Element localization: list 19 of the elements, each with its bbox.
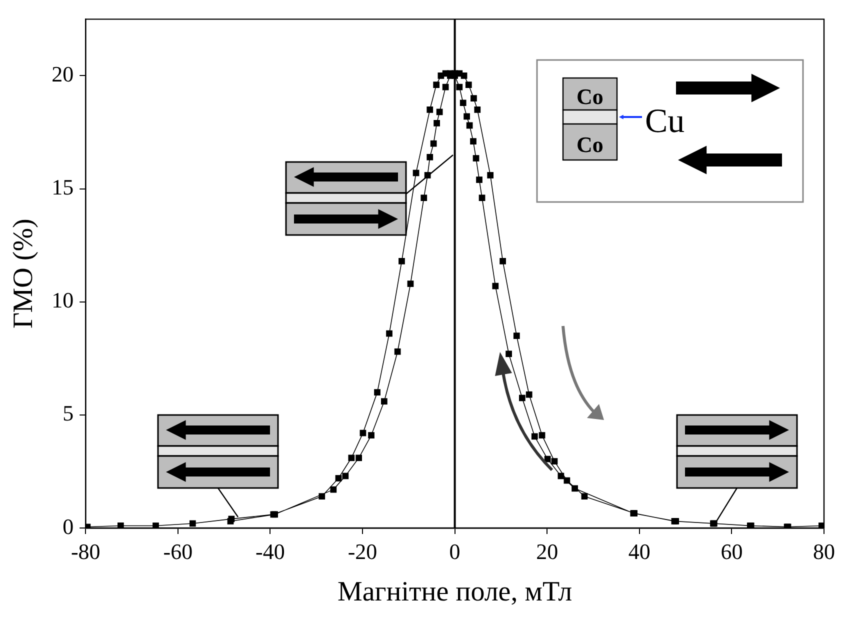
annotation: Co xyxy=(576,132,604,157)
x-axis-title: Магнітне поле, мТл xyxy=(337,576,572,608)
x-tick-label: -40 xyxy=(256,538,285,564)
x-tick-label: 20 xyxy=(536,538,558,564)
x-tick-label: 60 xyxy=(720,538,743,564)
y-tick-label: 10 xyxy=(52,288,74,313)
y-tick-label: 20 xyxy=(52,62,74,87)
y-tick-label: 15 xyxy=(52,174,74,200)
x-tick-label: 40 xyxy=(628,538,650,564)
x-tick-label: 80 xyxy=(813,538,835,564)
x-tick-label: 0 xyxy=(449,538,460,564)
x-tick-label: -60 xyxy=(163,538,193,564)
x-tick-label: -20 xyxy=(348,538,378,564)
annotation: Cu xyxy=(645,103,685,140)
y-axis-title: ГМО (%) xyxy=(8,218,40,329)
y-tick-label: 5 xyxy=(62,400,74,426)
y-tick-label: 0 xyxy=(62,514,74,539)
x-tick-label: -80 xyxy=(70,538,100,564)
annotation: Co xyxy=(576,84,604,109)
